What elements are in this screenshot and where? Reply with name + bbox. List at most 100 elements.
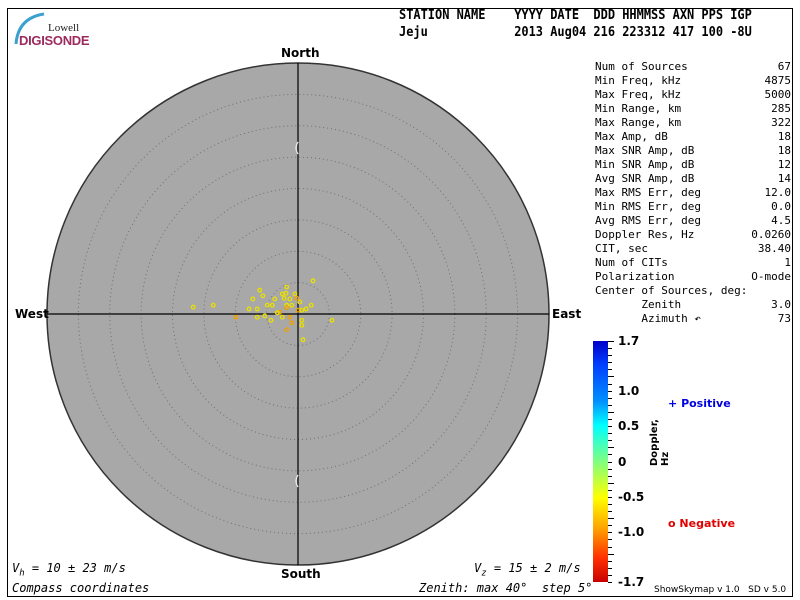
colorbar-tick — [608, 376, 614, 378]
colorbar-tick — [608, 461, 612, 463]
colorbar-tick — [608, 447, 614, 449]
source-point — [190, 304, 196, 310]
stat-value: 73 — [777, 312, 791, 325]
legend-negative-label: Negative — [679, 517, 736, 530]
colorbar-tick — [608, 454, 612, 456]
south-marker — [295, 474, 299, 488]
colorbar-tick — [608, 397, 612, 399]
version-info: ShowSkymap v 1.0 SD v 5.0 — [654, 585, 787, 595]
colorbar-tick — [608, 504, 612, 506]
stat-value: 14 — [777, 172, 791, 185]
stat-value: O-mode — [751, 270, 791, 283]
stat-label: Min Freq, kHz — [595, 74, 682, 87]
colorbar-tick — [608, 426, 612, 428]
stat-row: Min Range, km 285 — [595, 102, 791, 116]
source-point — [284, 327, 290, 333]
header-labels: STATION NAME YYYY DATE DDD HHMMSS AXN PP… — [399, 8, 752, 23]
stat-label: Num of Sources — [595, 60, 688, 73]
colorbar-tick — [608, 525, 612, 527]
stat-row: Min Freq, kHz 4875 — [595, 74, 791, 88]
logo-digisonde: DIGISONDE — [19, 33, 90, 48]
stat-row: Polarization O-mode — [595, 270, 791, 284]
stat-label: Max Range, km — [595, 116, 682, 129]
north-marker — [295, 141, 299, 155]
source-point — [284, 284, 290, 290]
colorbar-tick — [608, 560, 612, 562]
legend-negative: o Negative — [668, 517, 735, 530]
source-point — [277, 309, 283, 315]
colorbar-tick — [608, 574, 612, 576]
legend-positive: + Positive — [668, 397, 731, 410]
source-point — [279, 314, 285, 320]
stat-label: Min Range, km — [595, 102, 682, 115]
colorbar-tick — [608, 489, 612, 491]
stat-value: 285 — [771, 102, 791, 115]
source-point — [299, 307, 305, 313]
stat-value: 3.0 — [771, 298, 791, 311]
colorbar-tick-label: 0 — [618, 454, 627, 469]
horizontal-velocity: Vh = 10 ± 23 m/s — [12, 561, 126, 578]
colorbar-tick — [608, 539, 612, 541]
stat-value: 67 — [777, 60, 791, 73]
colorbar-title: Doppler, Hz — [649, 419, 671, 466]
stat-row: Max SNR Amp, dB 18 — [595, 144, 791, 158]
colorbar-tick — [608, 553, 614, 555]
colorbar-tick — [608, 518, 614, 520]
source-point — [233, 314, 239, 320]
stat-value: 12.0 — [764, 186, 792, 199]
stat-label: Doppler Res, Hz — [595, 228, 695, 241]
stat-value: 4.5 — [771, 214, 791, 227]
frame-bottom — [7, 596, 793, 597]
circle-icon: o — [668, 517, 676, 530]
source-point — [289, 302, 295, 308]
source-point — [268, 317, 274, 323]
stat-row: Max Range, km 322 — [595, 116, 791, 130]
stat-row: Azimuth ↶ 73 — [595, 312, 791, 326]
stat-row: Max Amp, dB 18 — [595, 130, 791, 144]
source-point — [246, 306, 252, 312]
colorbar-tick — [608, 369, 612, 371]
vh-sub: h — [19, 568, 25, 579]
source-point — [310, 278, 316, 284]
stats-panel: Num of Sources 67 Min Freq, kHz 4875 Max Fre… — [595, 60, 791, 326]
stat-label: Min SNR Amp, dB — [595, 158, 695, 171]
legend-positive-label: Positive — [681, 397, 731, 410]
source-point — [284, 302, 290, 308]
colorbar-tick — [608, 468, 612, 470]
stat-row: Min SNR Amp, dB 12 — [595, 158, 791, 172]
colorbar-tick — [608, 383, 612, 385]
source-point — [303, 306, 309, 312]
colorbar-tick — [608, 546, 612, 548]
colorbar-tick — [608, 418, 612, 420]
stat-value: 322 — [771, 116, 791, 129]
stat-row: Center of Sources, deg: — [595, 284, 791, 298]
stat-label: Avg SNR Amp, dB — [595, 172, 695, 185]
source-point — [299, 322, 305, 328]
stat-label: Max RMS Err, deg — [595, 186, 701, 199]
digisonde-logo: Lowell DIGISONDE — [10, 10, 90, 50]
stat-value: 18 — [777, 130, 791, 143]
stat-row: Min RMS Err, deg 0.0 — [595, 200, 791, 214]
stat-value: 38.40 — [757, 242, 791, 255]
direction-east: East — [552, 307, 582, 321]
stat-row: Num of CITs 1 — [595, 256, 791, 270]
colorbar-tick — [608, 404, 612, 406]
source-point — [264, 302, 270, 308]
stat-row: Num of Sources 67 — [595, 60, 791, 74]
colorbar-tick-label: -1.7 — [618, 575, 645, 589]
stat-value: 5000 — [764, 88, 792, 101]
stat-label: CIT, sec — [595, 242, 648, 255]
source-point — [272, 296, 278, 302]
stat-label: Avg RMS Err, deg — [595, 214, 701, 227]
source-point — [260, 293, 266, 299]
source-point — [299, 317, 305, 323]
colorbar-tick — [608, 511, 612, 513]
direction-north: North — [281, 46, 320, 60]
stat-label: Azimuth ↶ — [595, 312, 701, 325]
vz-symbol: V — [474, 561, 482, 575]
source-point — [254, 306, 260, 312]
stat-row: Doppler Res, Hz 0.0260 — [595, 228, 791, 242]
stat-label: Center of Sources, deg: — [595, 284, 748, 297]
source-point — [297, 299, 303, 305]
